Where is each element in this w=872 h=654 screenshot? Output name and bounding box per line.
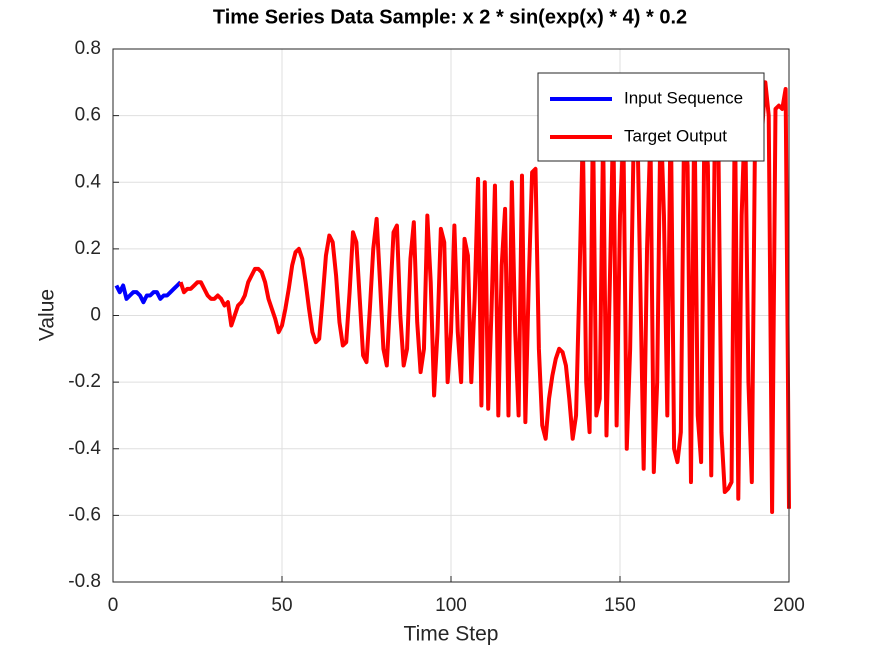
chart-title: Time Series Data Sample: x 2 * sin(exp(x… — [213, 6, 687, 28]
x-tick-label: 150 — [604, 595, 636, 616]
y-tick-label: -0.2 — [68, 371, 101, 392]
y-tick-label: 0.2 — [75, 238, 101, 259]
y-tick-label: 0.8 — [75, 38, 101, 59]
series-line — [178, 80, 791, 515]
x-axis-label: Time Step — [404, 623, 499, 646]
y-tick-label: -0.8 — [68, 571, 101, 592]
legend-box — [537, 72, 765, 162]
plot-lines — [114, 80, 791, 515]
y-tick-label: 0 — [90, 305, 101, 326]
x-tick-label: 200 — [773, 595, 805, 616]
y-tick-label: -0.6 — [68, 504, 101, 525]
series-line — [114, 280, 183, 305]
legend-label: Target Output — [624, 126, 727, 145]
y-tick-label: -0.4 — [68, 438, 101, 459]
legend-label: Input Sequence — [624, 88, 743, 107]
y-tick-label: 0.4 — [75, 171, 102, 192]
y-axis-label: Value — [36, 289, 59, 341]
x-tick-label: 100 — [435, 595, 467, 616]
x-tick-label: 0 — [108, 595, 119, 616]
y-tick-label: 0.6 — [75, 105, 101, 126]
x-tick-label: 50 — [271, 595, 292, 616]
plot-frame — [112, 48, 790, 583]
legend: Input Sequence Target Output — [537, 72, 765, 162]
